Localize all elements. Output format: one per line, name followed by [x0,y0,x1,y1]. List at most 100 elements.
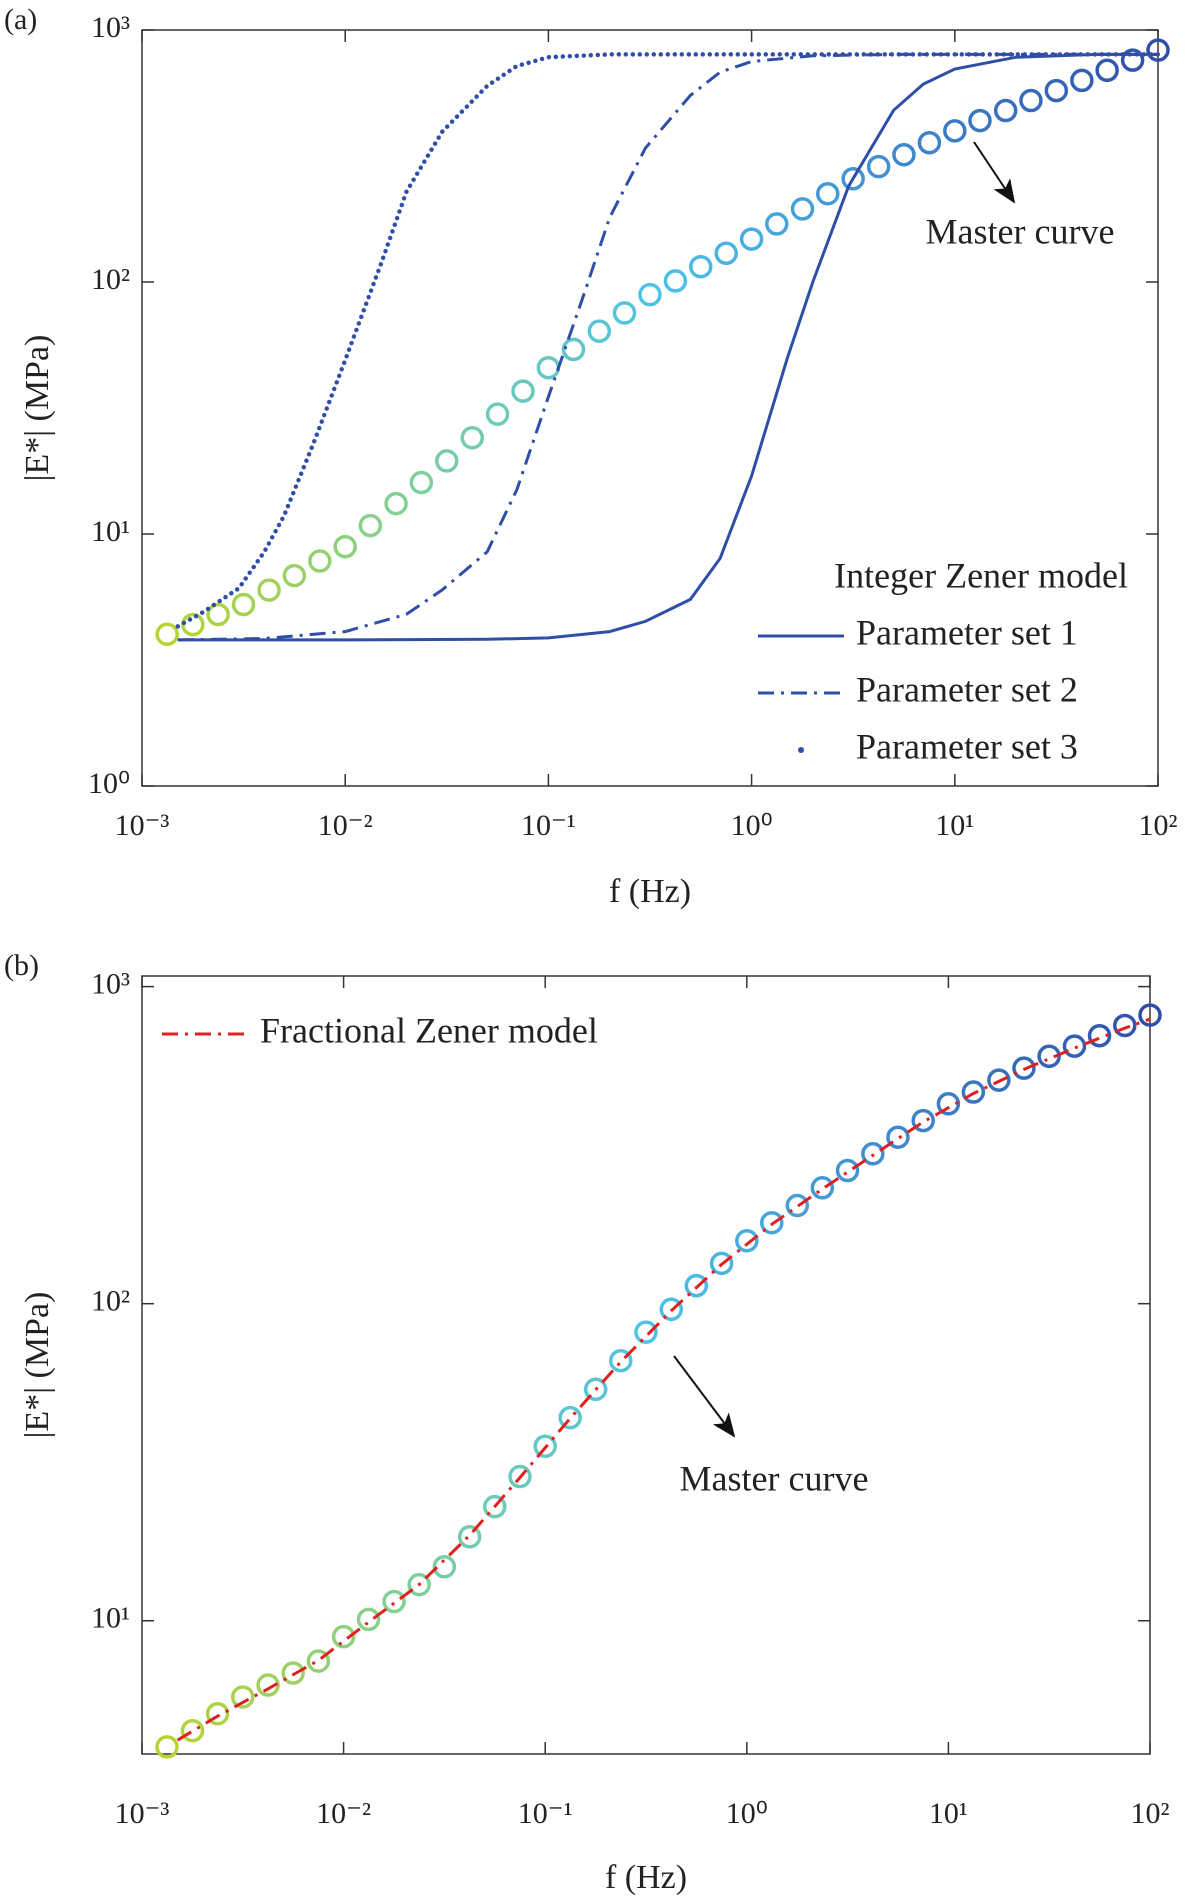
data-point [432,1555,457,1579]
panel-label: (b) [4,949,39,982]
data-point [936,1092,961,1116]
data-point [835,1158,860,1183]
data-point [1044,78,1069,103]
data-point [785,1193,810,1218]
data-point [911,1108,935,1133]
data-point [709,1251,734,1276]
x-axis-label: f (Hz) [609,873,691,910]
data-point [663,269,688,293]
y-axis-label: |E*| (MPa) [19,1292,56,1439]
data-point [968,108,992,133]
data-point [230,1685,255,1709]
data-point [308,549,332,573]
y-tick-label: 10³ [91,967,130,1000]
data-point [866,154,891,179]
plot-area [155,1003,1162,1759]
data-point [961,1080,986,1104]
data-point [382,1589,406,1614]
x-tick-label: 10² [1131,1797,1170,1830]
data-point [282,563,307,588]
data-point [886,1125,910,1149]
x-tick-label: 10⁻¹ [521,809,576,842]
legend-label: Parameter set 2 [856,669,1078,709]
x-tick-label: 10¹ [935,809,974,842]
data-line [177,52,1158,642]
data-point [917,130,942,155]
data-point [356,1607,381,1632]
plot-area [155,38,1170,647]
data-point [256,1673,280,1697]
annotation: Master curve [680,1458,869,1498]
data-point [1019,88,1043,113]
x-tick-label: 10⁻² [318,809,373,842]
data-point [714,241,738,266]
data-line [175,52,1161,629]
data-point [841,166,865,191]
data-point [358,513,383,538]
legend-label: Parameter set 3 [856,726,1078,766]
data-point [1120,48,1145,72]
data-point [815,181,840,206]
data-point [634,1320,658,1344]
x-axis-label: f (Hz) [605,1859,687,1896]
data-point [943,119,967,143]
data-line [176,1017,1151,1742]
x-tick-label: 10² [1139,809,1178,842]
data-point [735,1228,759,1253]
data-point [739,227,764,251]
x-tick-label: 10⁻³ [115,809,170,842]
data-point [810,1176,835,1200]
data-point [409,470,434,495]
data-point [536,355,561,380]
y-tick-label: 10³ [91,11,130,44]
panel-label: (a) [4,3,37,36]
data-point [638,282,662,307]
legend-title: Integer Zener model [834,555,1128,595]
data-point [561,337,586,362]
y-tick-label: 10² [91,263,130,296]
data-point [482,1494,507,1519]
data-point [583,1377,608,1402]
data-point [306,1649,331,1673]
y-tick-label: 10¹ [91,1602,130,1635]
data-point [558,1405,582,1430]
data-point [688,254,713,279]
data-point [434,449,459,473]
data-point [181,612,205,637]
y-tick-label: 10² [91,1285,130,1318]
annotation-arrow [673,1355,736,1438]
legend-label: Parameter set 1 [856,612,1078,652]
data-point [180,1718,205,1743]
axes-frame [141,29,1159,787]
data-point [993,98,1018,123]
annotation-arrow [973,141,1016,204]
data-point [1138,1003,1162,1027]
data-point [1087,1023,1112,1048]
data-point [790,197,815,221]
data-point [231,592,256,617]
annotation: Master curve [926,211,1115,251]
data-point [1146,38,1170,62]
x-tick-label: 10⁻² [316,1797,371,1830]
data-point [206,602,230,627]
x-tick-label: 10⁻¹ [518,1797,573,1830]
data-point [257,578,281,602]
x-tick-label: 10⁻³ [115,1797,170,1830]
data-point [684,1273,709,1298]
data-point [1113,1013,1137,1038]
data-point [155,1735,179,1759]
data-point [281,1661,305,1685]
data-point [460,425,485,450]
data-point [508,1464,532,1489]
y-axis-label: |E*| (MPa) [19,335,56,482]
data-point [1037,1044,1061,1069]
data-point [612,301,637,325]
data-point [457,1525,482,1549]
data-point [155,622,179,647]
data-point [987,1068,1011,1092]
data-point [331,1624,356,1649]
data-point [485,402,510,426]
y-tick-label: 10⁰ [88,767,130,800]
data-point [659,1297,684,1322]
data-point [760,1210,784,1235]
